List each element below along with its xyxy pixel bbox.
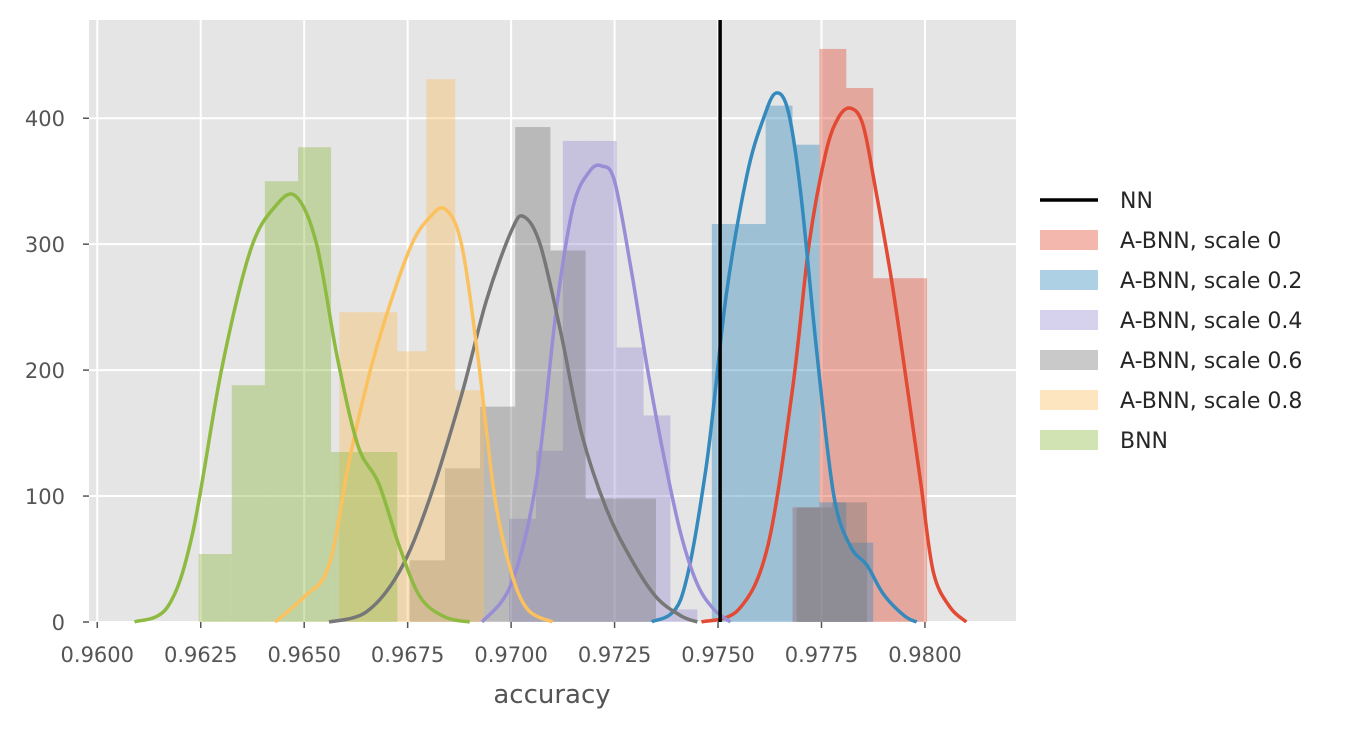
- histogram-bar: [444, 468, 481, 622]
- x-tick-label: 0.9700: [474, 643, 547, 667]
- kde-curve: [274, 206, 554, 624]
- histogram-bar: [455, 390, 485, 622]
- y-tick-label: 0: [52, 611, 65, 635]
- x-tick-label: 0.9800: [888, 643, 961, 667]
- histogram-bar: [589, 140, 617, 623]
- legend-entry-label: A-BNN, scale 0.8: [1120, 389, 1302, 414]
- x-tick-label: 0.9625: [164, 643, 237, 667]
- legend-entry-label: BNN: [1120, 429, 1168, 454]
- x-tick-label: 0.9775: [785, 643, 858, 667]
- kde-curves: [133, 91, 968, 624]
- histogram-bar: [585, 498, 621, 622]
- x-tick-label: 0.9750: [681, 643, 754, 667]
- histogram-bar: [831, 502, 868, 622]
- legend-patch-marker: [1040, 350, 1098, 370]
- histogram-bar: [846, 88, 874, 623]
- histogram-bar: [792, 144, 820, 622]
- y-axis-ticks: 0 100 200 300 400: [25, 107, 89, 635]
- kde-curve: [133, 192, 471, 624]
- legend-entry-label: NN: [1120, 189, 1153, 214]
- y-tick-label: 400: [25, 107, 65, 131]
- legend-patch-marker: [1040, 430, 1098, 450]
- histogram-bar: [297, 147, 332, 622]
- histogram-bar: [535, 450, 563, 622]
- histogram-bar: [873, 278, 901, 622]
- histogram-bar: [364, 451, 398, 622]
- legend-entry-label: A-BNN, scale 0.2: [1120, 269, 1302, 294]
- histogram-bar: [620, 498, 656, 622]
- histogram-bar: [616, 347, 644, 622]
- histogram-bar: [792, 507, 820, 622]
- histogram-bar: [711, 224, 739, 623]
- kde-curve: [480, 163, 732, 624]
- x-axis-ticks: 0.9600 0.9625 0.9650 0.9675 0.9700 0.9725 0.97…: [61, 622, 962, 667]
- histogram-bar: [231, 385, 265, 622]
- legend-entry-label: A-BNN, scale 0.6: [1120, 349, 1302, 374]
- x-tick-label: 0.9600: [61, 643, 134, 667]
- kde-curve: [328, 214, 698, 624]
- x-tick-label: 0.9650: [267, 643, 340, 667]
- x-tick-label: 0.9725: [578, 643, 651, 667]
- kde-curve: [650, 91, 918, 624]
- histogram-bar: [426, 79, 456, 623]
- histogram-bar: [339, 312, 369, 622]
- legend-patch-marker: [1040, 310, 1098, 330]
- histogram-bar: [562, 140, 590, 623]
- histogram-bar: [515, 127, 551, 623]
- histogram-bar: [900, 278, 928, 622]
- legend-entry-label: A-BNN, scale 0: [1120, 229, 1281, 254]
- histogram-bar: [819, 502, 847, 622]
- legend-patch-marker: [1040, 270, 1098, 290]
- x-tick-label: 0.9675: [371, 643, 444, 667]
- legend-patch-marker: [1040, 230, 1098, 250]
- x-axis-label: accuracy: [493, 680, 610, 710]
- legend-entry-label: A-BNN, scale 0.4: [1120, 309, 1302, 334]
- legend: NN A-BNN, scale 0 A-BNN, scale 0.2 A-BNN, s…: [1040, 189, 1302, 454]
- histogram-bar: [738, 224, 766, 623]
- histogram-bar: [796, 507, 832, 622]
- kde-curve: [700, 106, 968, 624]
- y-tick-label: 300: [25, 233, 65, 257]
- histogram-bar: [264, 181, 298, 622]
- y-tick-label: 100: [25, 485, 65, 509]
- legend-patch-marker: [1040, 390, 1098, 410]
- histogram-bar: [198, 553, 232, 622]
- y-tick-label: 200: [25, 359, 65, 383]
